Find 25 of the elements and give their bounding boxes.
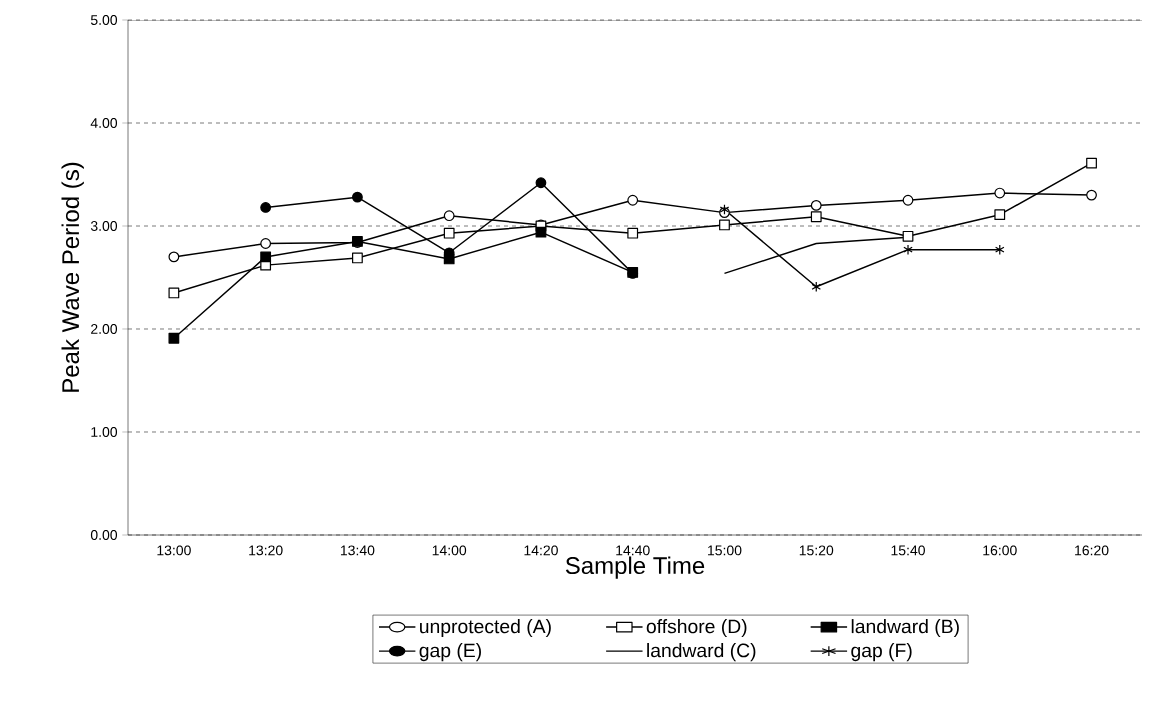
x-tick-label: 15:40 (891, 545, 925, 556)
x-tick-label: 13:00 (157, 545, 191, 556)
x-tick-label: 14:20 (524, 545, 558, 556)
x-tick-label: 15:20 (799, 545, 834, 556)
x-tick-label: 13:40 (340, 545, 375, 556)
x-tick-label: 15:00 (708, 545, 742, 556)
x-tick-label: 14:40 (616, 545, 650, 556)
legend-label: gap (F) (851, 643, 912, 662)
y-tick-label: 4.00 (90, 118, 118, 128)
legend-label: offshore (D) (646, 619, 747, 638)
x-axis-title: Sample Time (565, 556, 705, 579)
y-tick-label: 1.00 (91, 427, 118, 437)
y-tick-label: 5.00 (90, 15, 118, 25)
y-axis-title: Peak Wave Period (s) (61, 162, 84, 392)
legend-label: unprotected (A) (420, 619, 551, 638)
x-tick-label: 16:00 (983, 545, 1017, 556)
x-tick-label: 14:00 (432, 545, 467, 556)
x-tick-label: 16:20 (1075, 545, 1109, 556)
y-tick-label: 3.00 (90, 221, 118, 231)
y-tick-label: 2.00 (91, 324, 118, 334)
y-tick-label: 0.00 (90, 530, 118, 540)
legend-label: gap (E) (419, 643, 481, 662)
x-tick-label: 13:20 (249, 545, 283, 556)
legend-label: landward (B) (851, 619, 959, 638)
legend-label: landward (C) (647, 643, 756, 662)
